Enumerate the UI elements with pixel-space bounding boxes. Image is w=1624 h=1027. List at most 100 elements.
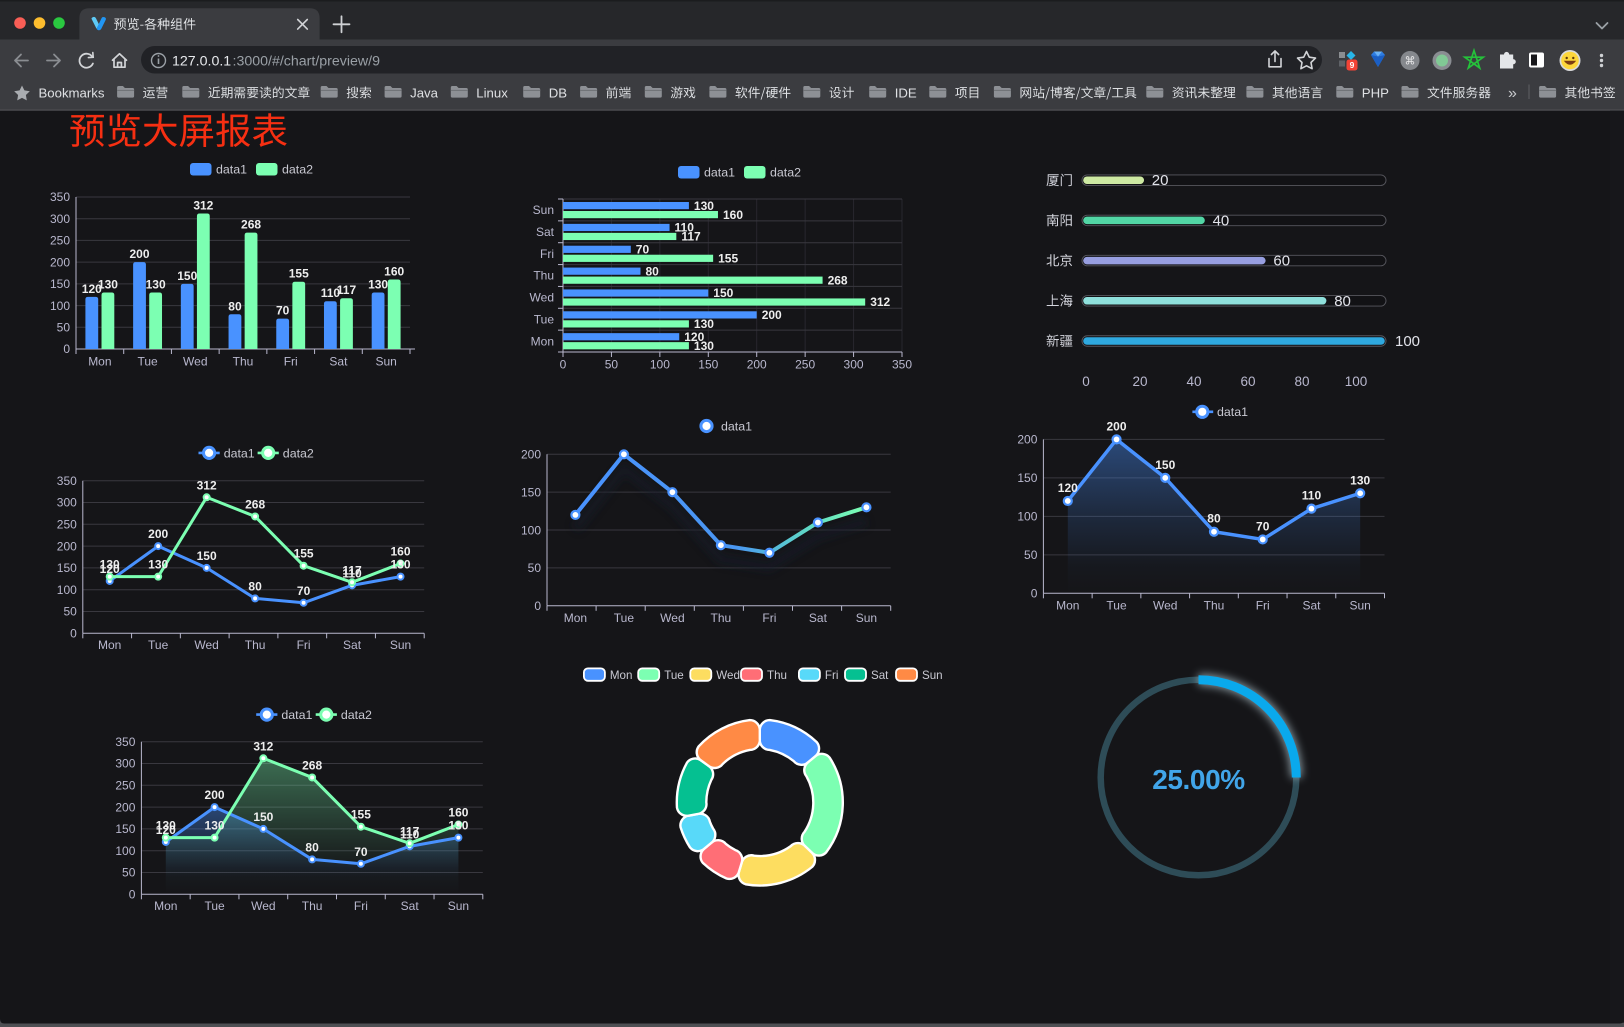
svg-text:Sun: Sun bbox=[448, 899, 469, 913]
svg-text:150: 150 bbox=[253, 810, 273, 824]
svg-text:268: 268 bbox=[302, 758, 322, 772]
svg-text:130: 130 bbox=[100, 558, 120, 572]
svg-text:200: 200 bbox=[747, 358, 767, 372]
svg-text:150: 150 bbox=[50, 277, 70, 291]
svg-text:160: 160 bbox=[448, 806, 468, 820]
svg-text:Mon: Mon bbox=[154, 899, 177, 913]
svg-text:110: 110 bbox=[400, 827, 420, 841]
svg-text:250: 250 bbox=[50, 234, 70, 248]
svg-text:Mon: Mon bbox=[1056, 599, 1079, 613]
svg-text:120: 120 bbox=[1058, 481, 1078, 495]
svg-text:150: 150 bbox=[1155, 458, 1175, 472]
svg-text:117: 117 bbox=[681, 230, 701, 244]
svg-text:40: 40 bbox=[1186, 374, 1201, 389]
svg-text:Tue: Tue bbox=[148, 638, 169, 652]
svg-text:Java: Java bbox=[410, 85, 439, 100]
svg-text:Wed: Wed bbox=[1153, 599, 1177, 613]
svg-text:50: 50 bbox=[605, 358, 619, 372]
svg-text:350: 350 bbox=[115, 735, 135, 749]
svg-text:120: 120 bbox=[100, 562, 120, 576]
svg-text:130: 130 bbox=[1350, 473, 1370, 487]
svg-text:Tue: Tue bbox=[534, 312, 555, 326]
svg-text:120: 120 bbox=[82, 282, 102, 296]
svg-text:20: 20 bbox=[1132, 374, 1147, 389]
svg-text:Fri: Fri bbox=[825, 669, 839, 682]
svg-text:155: 155 bbox=[294, 547, 314, 561]
svg-text:»: » bbox=[1508, 85, 1517, 102]
svg-text:200: 200 bbox=[148, 527, 168, 541]
svg-text:Bookmarks: Bookmarks bbox=[39, 85, 105, 100]
svg-text:200: 200 bbox=[50, 255, 70, 269]
svg-text:130: 130 bbox=[146, 278, 166, 292]
svg-text:150: 150 bbox=[197, 549, 217, 563]
svg-text:150: 150 bbox=[57, 561, 77, 575]
svg-text:Fri: Fri bbox=[297, 638, 311, 652]
svg-text:130: 130 bbox=[156, 819, 176, 833]
svg-text:250: 250 bbox=[57, 518, 77, 532]
svg-text:100: 100 bbox=[521, 523, 541, 537]
svg-text:70: 70 bbox=[1256, 519, 1270, 533]
svg-text:Mon: Mon bbox=[98, 638, 121, 652]
svg-text:0: 0 bbox=[70, 627, 77, 641]
svg-text:110: 110 bbox=[675, 221, 695, 235]
svg-text:Sat: Sat bbox=[329, 355, 348, 369]
svg-text:130: 130 bbox=[694, 317, 714, 331]
svg-text:data1: data1 bbox=[1217, 405, 1248, 419]
svg-text:117: 117 bbox=[400, 824, 420, 838]
svg-text:60: 60 bbox=[1240, 374, 1255, 389]
svg-text:Sat: Sat bbox=[536, 225, 555, 239]
svg-text:50: 50 bbox=[528, 561, 542, 575]
svg-text:100: 100 bbox=[650, 358, 670, 372]
svg-text:80: 80 bbox=[305, 840, 319, 854]
svg-text:Thu: Thu bbox=[1204, 599, 1225, 613]
svg-text:130: 130 bbox=[448, 819, 468, 833]
svg-text:Sat: Sat bbox=[871, 669, 889, 682]
svg-text:Fri: Fri bbox=[354, 899, 368, 913]
svg-text:100: 100 bbox=[1395, 333, 1420, 350]
svg-text:150: 150 bbox=[713, 286, 733, 300]
svg-text:Mon: Mon bbox=[88, 355, 111, 369]
svg-text:40: 40 bbox=[1213, 212, 1230, 229]
svg-text:Sat: Sat bbox=[343, 638, 362, 652]
svg-text:150: 150 bbox=[115, 822, 135, 836]
svg-text:117: 117 bbox=[337, 283, 357, 297]
svg-text:Fri: Fri bbox=[762, 611, 776, 625]
svg-text:PHP: PHP bbox=[1362, 85, 1389, 100]
svg-text:Thu: Thu bbox=[533, 269, 554, 283]
svg-text:80: 80 bbox=[248, 579, 262, 593]
svg-text::3000/#/chart/preview/9: :3000/#/chart/preview/9 bbox=[233, 53, 381, 69]
svg-text:data2: data2 bbox=[341, 708, 372, 722]
svg-text:300: 300 bbox=[844, 358, 864, 372]
svg-text:268: 268 bbox=[241, 218, 261, 232]
svg-text:20: 20 bbox=[1152, 172, 1169, 189]
svg-text:Sun: Sun bbox=[1350, 599, 1371, 613]
svg-text:110: 110 bbox=[321, 286, 341, 300]
svg-text:Sat: Sat bbox=[809, 611, 828, 625]
svg-text:0: 0 bbox=[560, 358, 567, 372]
svg-text:250: 250 bbox=[795, 358, 815, 372]
svg-text:200: 200 bbox=[521, 448, 541, 462]
svg-text:Sun: Sun bbox=[856, 611, 877, 625]
svg-text:200: 200 bbox=[130, 247, 150, 261]
svg-text:120: 120 bbox=[684, 330, 704, 344]
svg-text:data2: data2 bbox=[282, 162, 313, 176]
svg-text:60: 60 bbox=[1273, 253, 1290, 270]
svg-text:155: 155 bbox=[718, 252, 738, 266]
svg-text:100: 100 bbox=[115, 844, 135, 858]
svg-text:117: 117 bbox=[342, 563, 362, 577]
svg-text:Wed: Wed bbox=[530, 291, 554, 305]
svg-text:Sun: Sun bbox=[375, 355, 396, 369]
svg-text:Wed: Wed bbox=[660, 611, 684, 625]
svg-text:0: 0 bbox=[63, 342, 70, 356]
svg-text:200: 200 bbox=[762, 308, 782, 322]
svg-text:50: 50 bbox=[1024, 548, 1038, 562]
svg-text:Wed: Wed bbox=[183, 355, 207, 369]
svg-text:Wed: Wed bbox=[716, 669, 740, 682]
svg-text:350: 350 bbox=[57, 474, 77, 488]
svg-text:DB: DB bbox=[549, 85, 568, 100]
svg-text:130: 130 bbox=[98, 278, 118, 292]
svg-text:Mon: Mon bbox=[564, 611, 587, 625]
svg-text:data1: data1 bbox=[224, 446, 255, 460]
svg-text:130: 130 bbox=[694, 339, 714, 353]
svg-text:0: 0 bbox=[1082, 374, 1090, 389]
